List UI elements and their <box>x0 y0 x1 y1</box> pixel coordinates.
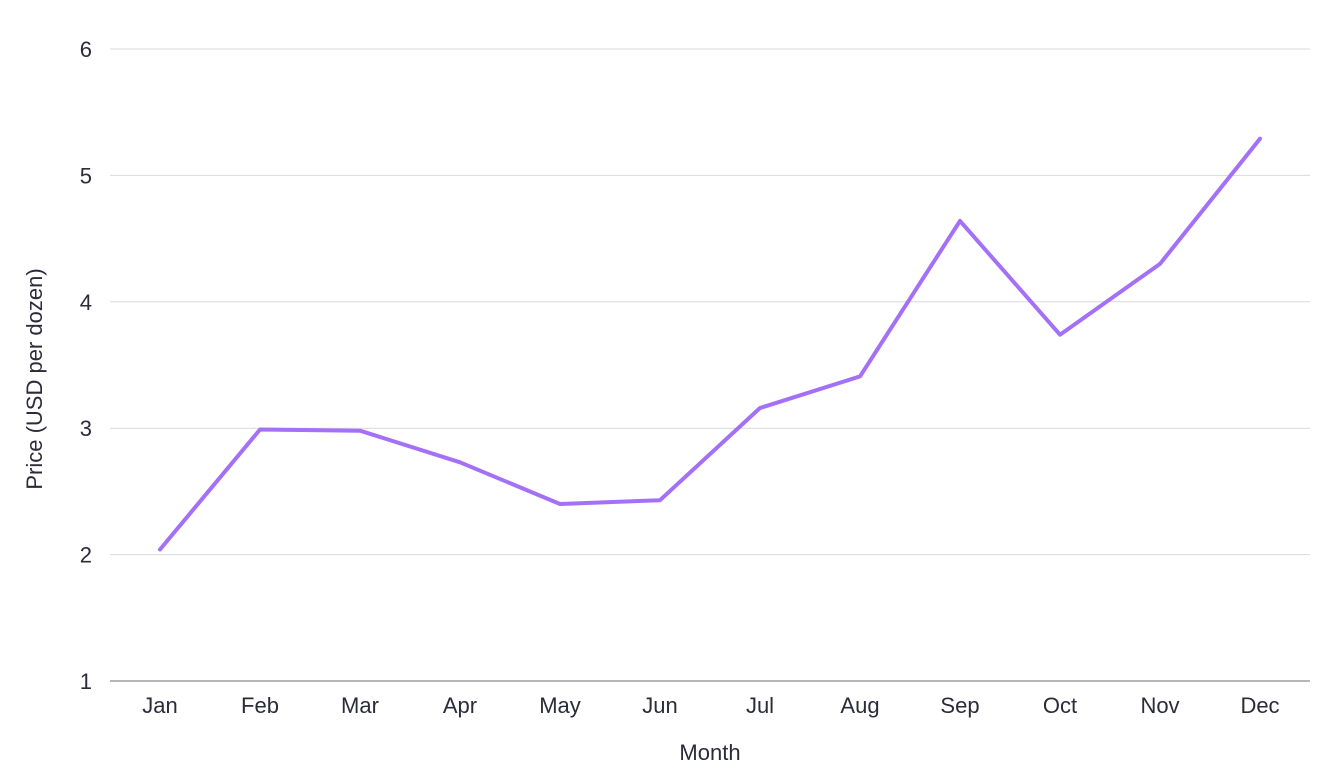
y-axis-ticks: 1 2 3 4 5 6 <box>80 37 92 694</box>
y-tick-label: 2 <box>80 543 92 568</box>
x-tick-label-aug: Aug <box>840 693 879 718</box>
x-tick-label-sep: Sep <box>940 693 979 718</box>
x-tick-label-oct: Oct <box>1043 693 1077 718</box>
x-tick-label-jul: Jul <box>746 693 774 718</box>
x-tick-label-jan: Jan <box>142 693 177 718</box>
y-tick-label: 3 <box>80 416 92 441</box>
y-tick-label: 6 <box>80 37 92 62</box>
x-axis-title: Month <box>679 740 740 765</box>
x-tick-label-jun: Jun <box>642 693 677 718</box>
x-tick-label-feb: Feb <box>241 693 279 718</box>
y-tick-label: 4 <box>80 290 92 315</box>
x-axis-ticks: Jan Feb Mar Apr May Jun Jul Aug Sep Oct Nov Dec <box>142 693 1279 718</box>
y-tick-label: 5 <box>80 163 92 188</box>
gridlines <box>110 48 1310 556</box>
y-tick-label: 1 <box>80 669 92 694</box>
x-tick-label-apr: Apr <box>443 693 477 718</box>
x-tick-label-nov: Nov <box>1140 693 1179 718</box>
y-axis-title: Price (USD per dozen) <box>22 268 47 489</box>
x-tick-label-mar: Mar <box>341 693 379 718</box>
x-tick-label-may: May <box>539 693 581 718</box>
x-tick-label-dec: Dec <box>1240 693 1279 718</box>
series-line <box>158 136 1262 552</box>
